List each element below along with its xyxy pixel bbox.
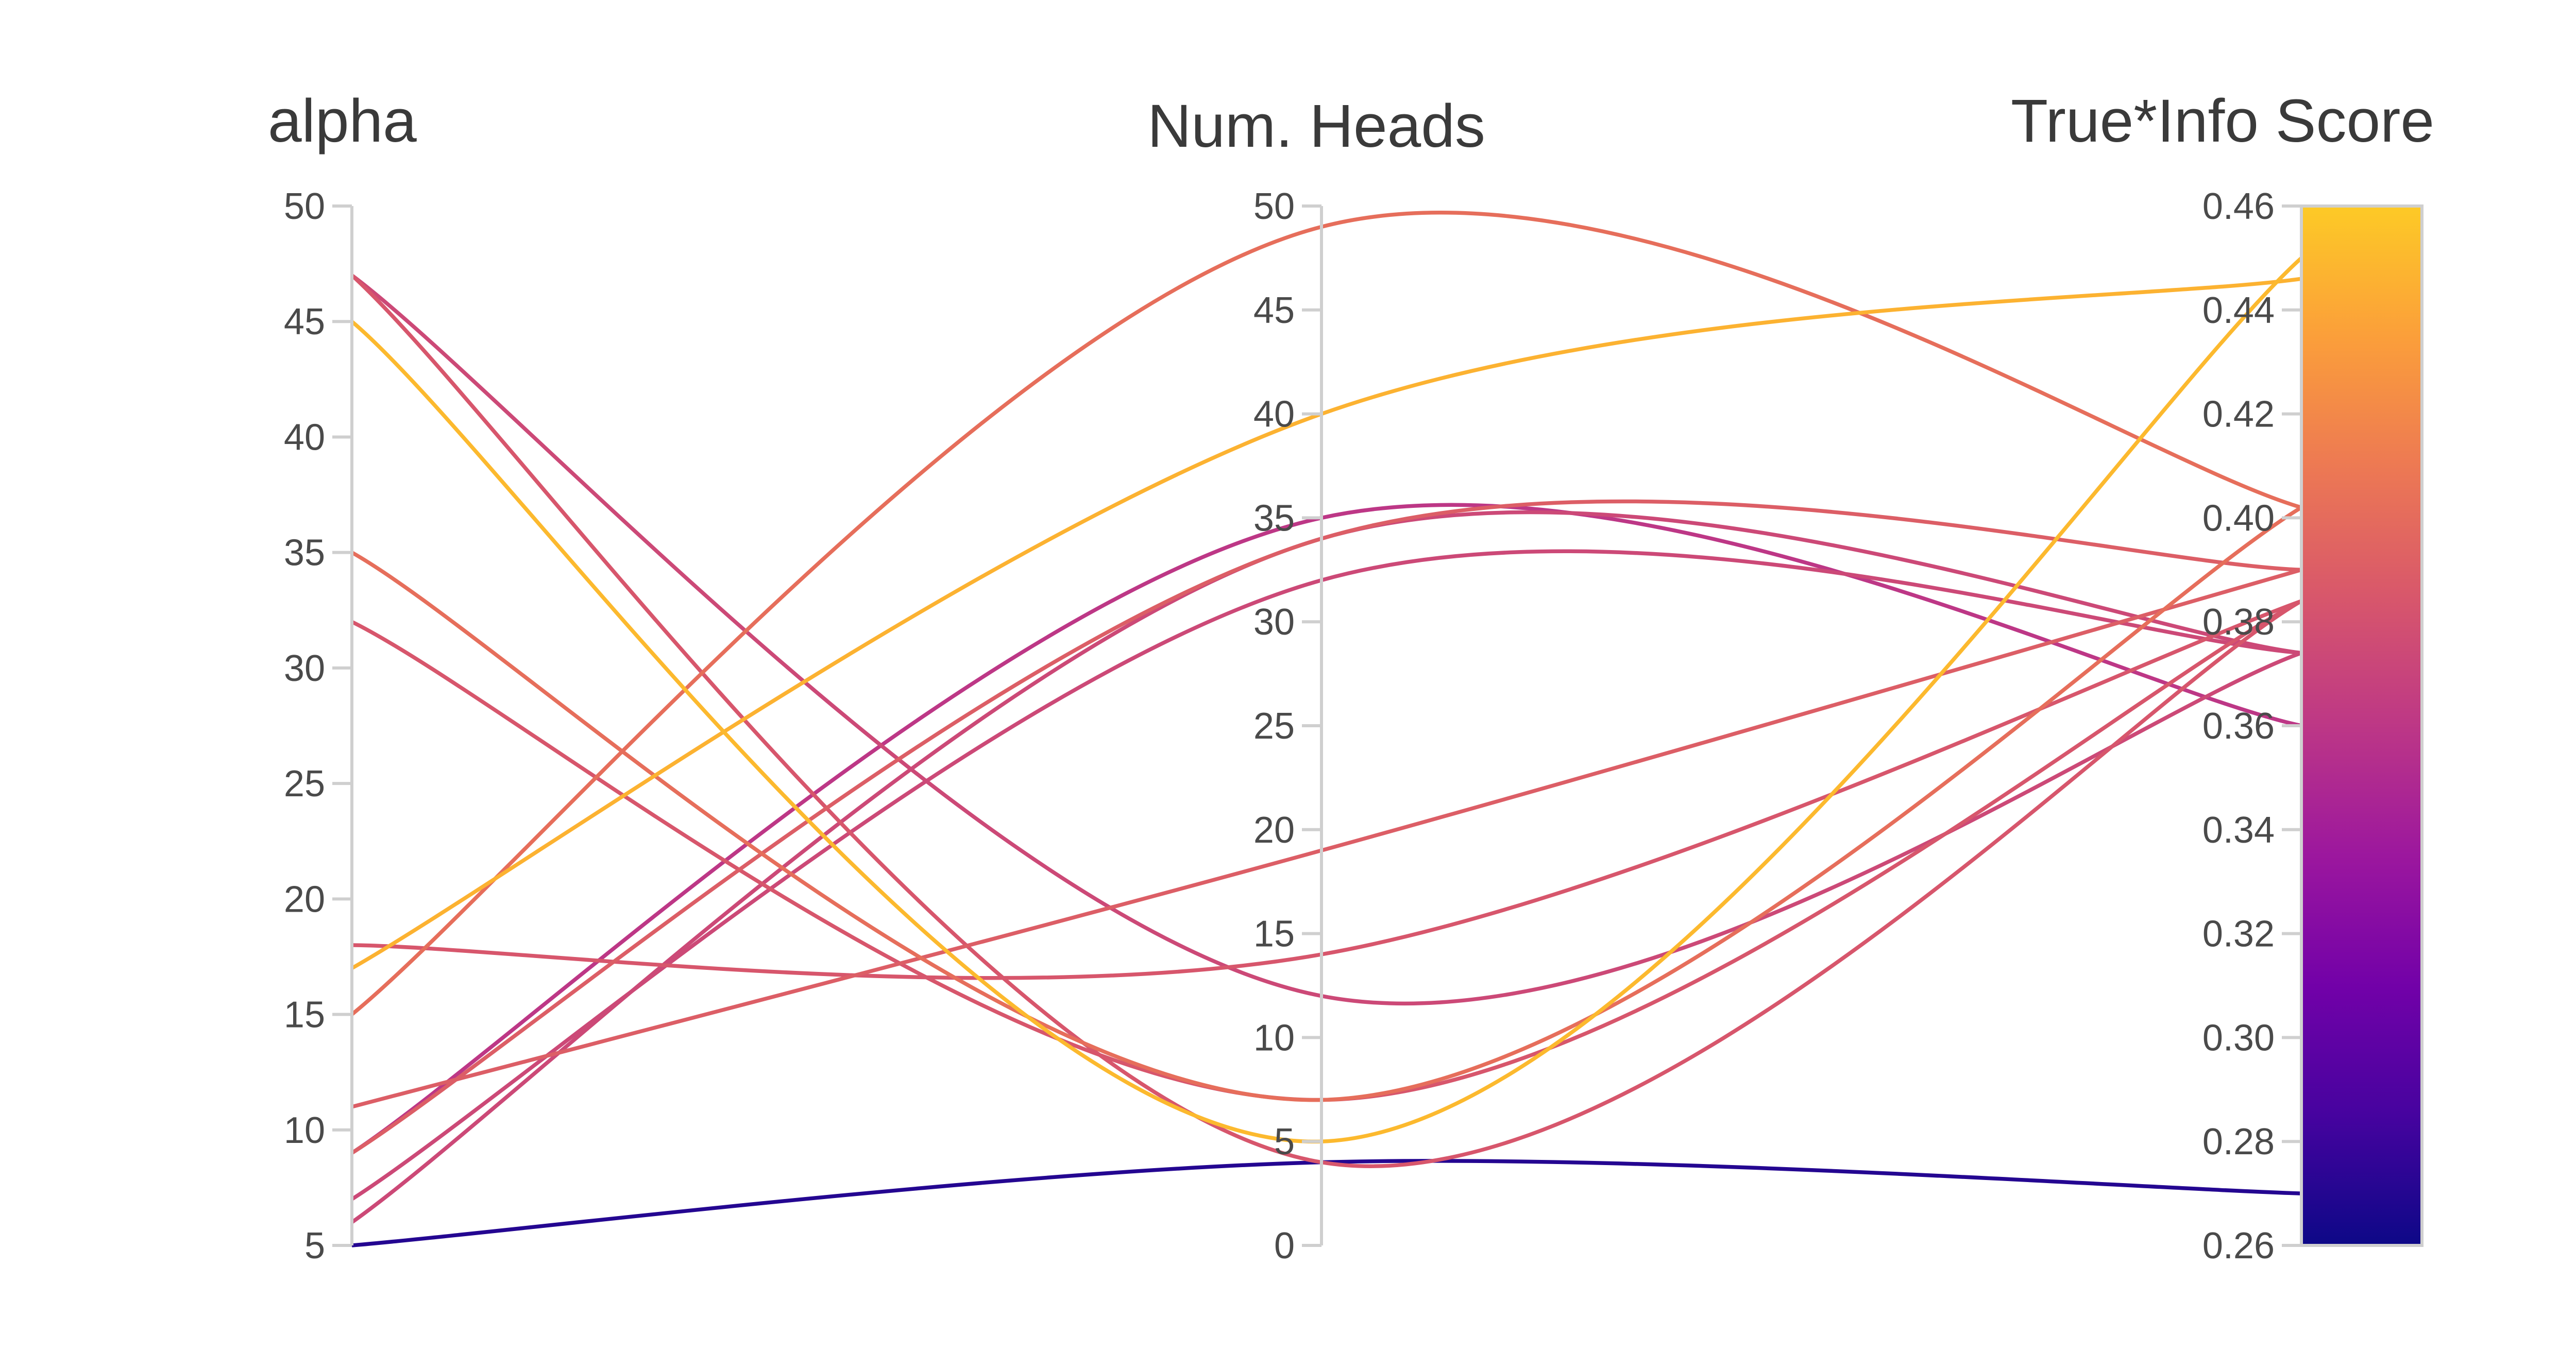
series-line-3 bbox=[350, 499, 2302, 1155]
tick-label-heads: 0 bbox=[1274, 1225, 1295, 1267]
tick-label-heads: 40 bbox=[1253, 394, 1295, 435]
tick-label-score: 0.34 bbox=[2202, 810, 2275, 851]
series-line-1 bbox=[350, 510, 2302, 1224]
tick-label-score: 0.44 bbox=[2202, 290, 2275, 331]
series-line-2 bbox=[350, 549, 2302, 1201]
tick-label-alpha: 40 bbox=[284, 417, 325, 458]
tick-label-alpha: 35 bbox=[284, 533, 325, 574]
tick-label-score: 0.42 bbox=[2202, 394, 2275, 435]
tick-label-alpha: 5 bbox=[304, 1225, 325, 1267]
series-line-7 bbox=[351, 277, 2302, 970]
tick-label-score: 0.38 bbox=[2202, 602, 2275, 643]
tick-label-heads: 25 bbox=[1253, 706, 1295, 747]
tick-label-heads: 50 bbox=[1253, 186, 1295, 227]
tick-label-alpha: 30 bbox=[284, 648, 325, 689]
series-line-11 bbox=[350, 256, 2303, 1144]
tick-label-score: 0.30 bbox=[2202, 1017, 2275, 1058]
colorbar bbox=[2300, 204, 2424, 1247]
tick-label-alpha: 10 bbox=[284, 1110, 325, 1151]
series-lines bbox=[350, 211, 2303, 1247]
tick-label-heads: 15 bbox=[1253, 914, 1295, 955]
series-line-5 bbox=[351, 568, 2302, 1109]
tick-label-alpha: 50 bbox=[284, 186, 325, 227]
tick-label-alpha: 20 bbox=[284, 879, 325, 920]
tick-label-score: 0.26 bbox=[2202, 1225, 2275, 1267]
tick-label-heads: 35 bbox=[1253, 498, 1295, 539]
tick-label-alpha: 25 bbox=[284, 763, 325, 805]
tick-label-score: 0.40 bbox=[2202, 498, 2275, 539]
tick-label-score: 0.28 bbox=[2202, 1121, 2275, 1162]
axis-title-true-info-score: True*Info Score bbox=[2011, 87, 2434, 155]
axes: 5 10 15 20 25 30 35 40 45 50 0 5 10 15 20 25 30 35 40 45 50 0… bbox=[284, 186, 2303, 1267]
tick-label-heads: 45 bbox=[1253, 290, 1295, 331]
tick-label-score: 0.36 bbox=[2202, 706, 2275, 747]
axis-title-num-heads: Num. Heads bbox=[1147, 92, 1485, 160]
tick-label-alpha: 15 bbox=[284, 995, 325, 1036]
tick-label-heads: 5 bbox=[1274, 1121, 1295, 1162]
tick-label-heads: 30 bbox=[1253, 602, 1295, 643]
series-line-8 bbox=[351, 599, 2302, 980]
axis-title-alpha: alpha bbox=[268, 87, 417, 155]
series-line-12 bbox=[350, 273, 2302, 1168]
tick-label-heads: 20 bbox=[1253, 810, 1295, 851]
tick-label-score: 0.32 bbox=[2202, 914, 2275, 955]
tick-label-heads: 10 bbox=[1253, 1017, 1295, 1058]
series-line-13 bbox=[350, 273, 2302, 1006]
tick-label-alpha: 45 bbox=[284, 301, 325, 343]
series-line-6 bbox=[350, 211, 2302, 1016]
series-line-4 bbox=[350, 503, 2302, 1155]
series-line-0 bbox=[351, 1159, 2302, 1247]
tick-label-score: 0.46 bbox=[2202, 186, 2275, 227]
